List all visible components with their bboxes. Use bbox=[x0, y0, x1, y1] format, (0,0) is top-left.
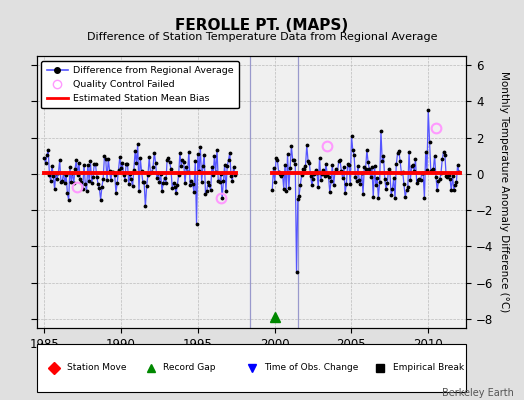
Text: Berkeley Earth: Berkeley Earth bbox=[442, 388, 514, 398]
Text: Record Gap: Record Gap bbox=[163, 364, 216, 372]
Text: FEROLLE PT. (MAPS): FEROLLE PT. (MAPS) bbox=[176, 18, 348, 33]
Text: Time of Obs. Change: Time of Obs. Change bbox=[265, 364, 359, 372]
FancyBboxPatch shape bbox=[37, 344, 466, 392]
Legend: Difference from Regional Average, Quality Control Failed, Estimated Station Mean: Difference from Regional Average, Qualit… bbox=[41, 61, 239, 108]
Text: Difference of Station Temperature Data from Regional Average: Difference of Station Temperature Data f… bbox=[87, 32, 437, 42]
Text: Empirical Break: Empirical Break bbox=[394, 364, 464, 372]
Y-axis label: Monthly Temperature Anomaly Difference (°C): Monthly Temperature Anomaly Difference (… bbox=[499, 71, 509, 313]
Text: Station Move: Station Move bbox=[67, 364, 126, 372]
